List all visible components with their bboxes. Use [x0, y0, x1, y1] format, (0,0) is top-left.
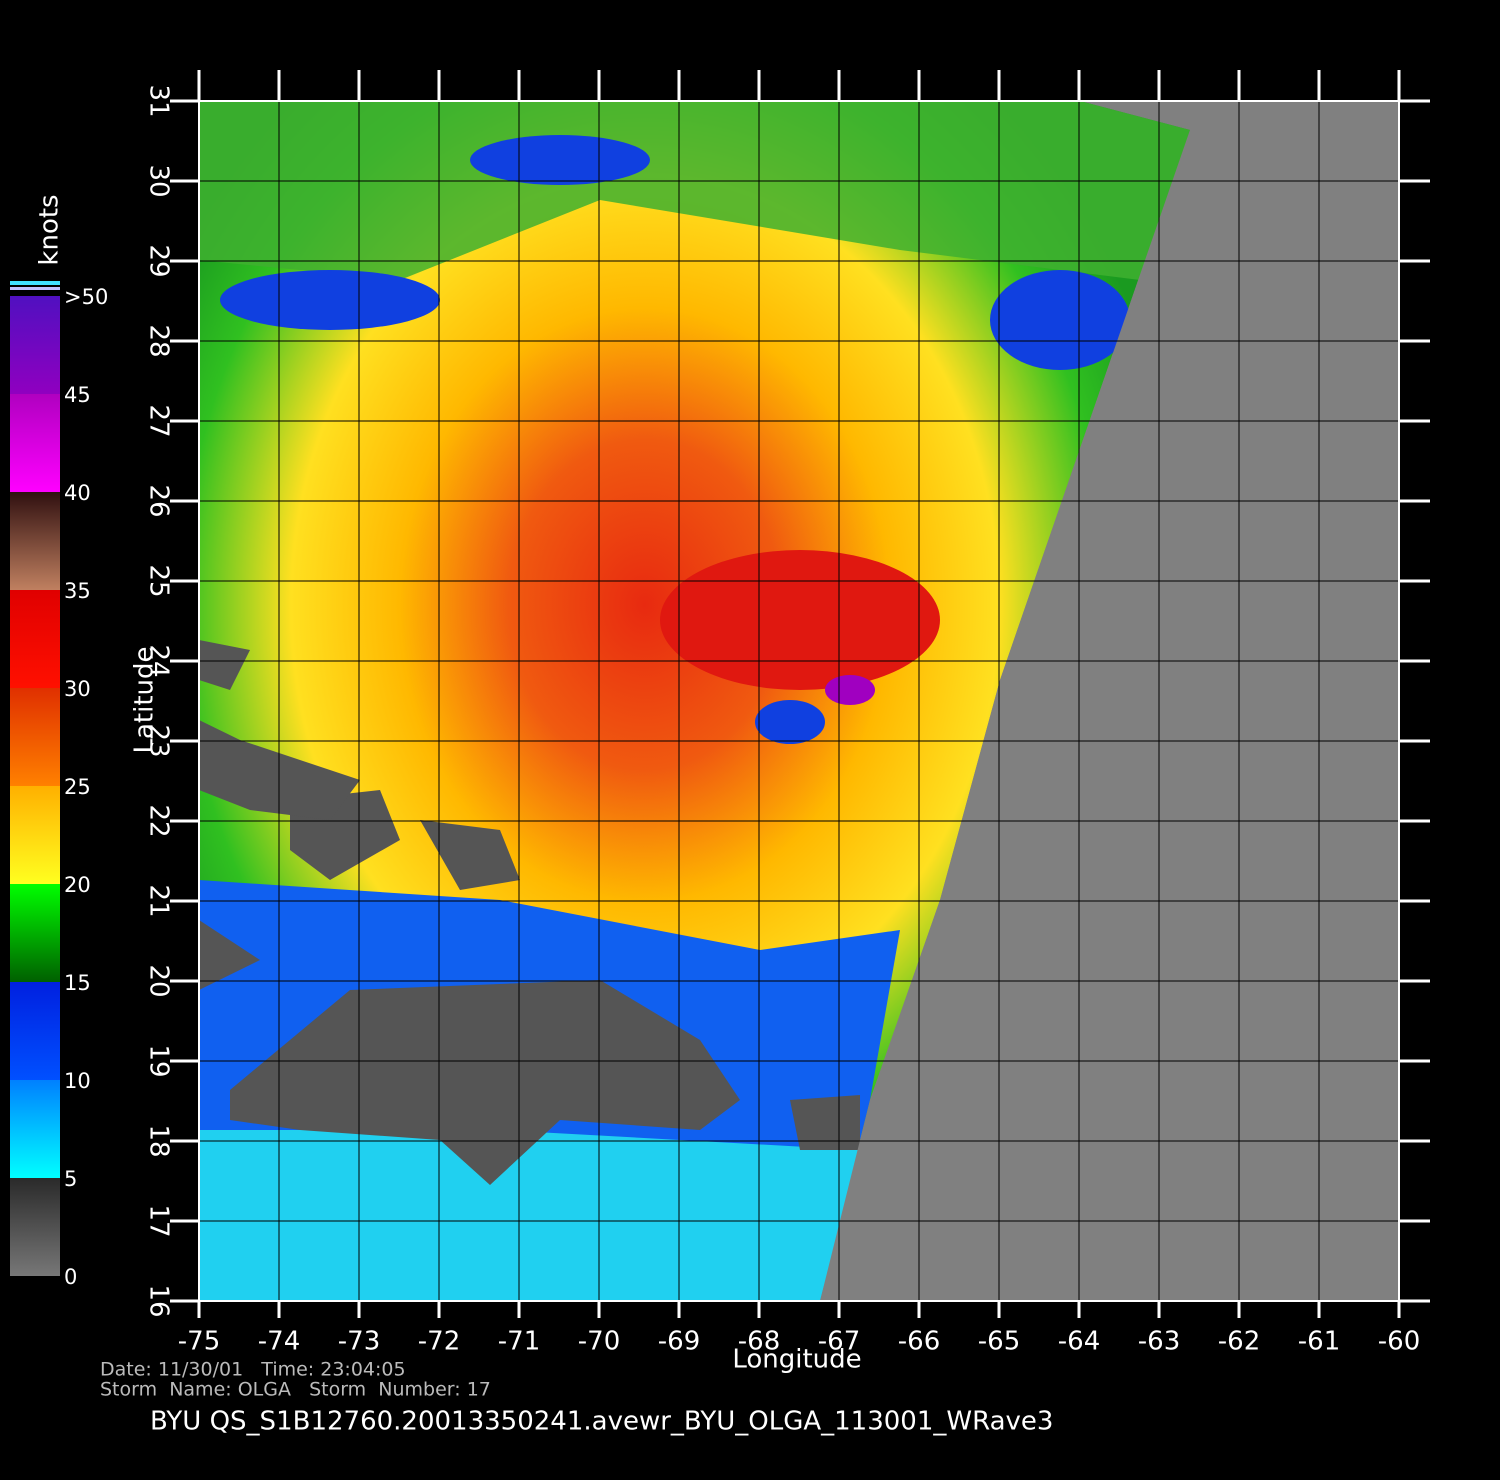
colorbar-tick-label: 30: [64, 677, 91, 701]
colorbar-tick-label: 40: [64, 481, 91, 505]
colorbar-label: knots: [35, 194, 65, 265]
y-tick-label: 20: [144, 964, 174, 997]
y-tick-label: 18: [144, 1124, 174, 1157]
x-tick-label: -63: [1138, 1327, 1180, 1357]
colorbar-cap: [10, 287, 60, 290]
y-tick-label: 31: [144, 84, 174, 117]
y-tick-label: 24: [144, 644, 174, 677]
y-tick-label: 22: [144, 804, 174, 837]
colorbar-tick-label: >50: [64, 285, 108, 309]
x-tick-label: -62: [1218, 1327, 1260, 1357]
plot-frame: [198, 100, 1400, 1302]
x-tick-label: -72: [418, 1327, 460, 1357]
x-tick-label: -67: [818, 1327, 860, 1357]
date-time: Date: 11/30/01 Time: 23:04:05: [100, 1359, 406, 1381]
colorbar: [10, 296, 60, 1276]
x-tick-label: -73: [338, 1327, 380, 1357]
y-tick-label: 19: [144, 1044, 174, 1077]
colorbar-tick-label: 5: [64, 1167, 77, 1191]
file-name: BYU QS_S1B12760.20013350241.avewr_BYU_OL…: [150, 1407, 1053, 1437]
x-tick-label: -65: [978, 1327, 1020, 1357]
y-tick-label: 25: [144, 564, 174, 597]
x-axis-label: Longitude: [732, 1345, 861, 1375]
x-tick-label: -75: [178, 1327, 220, 1357]
y-tick-label: 26: [144, 484, 174, 517]
colorbar-tick-label: 10: [64, 1069, 91, 1093]
colorbar-cap: [10, 281, 60, 285]
colorbar-tick-label: 20: [64, 873, 91, 897]
y-tick-label: 29: [144, 244, 174, 277]
colorbar-tick-label: 0: [64, 1265, 77, 1289]
y-tick-label: 23: [144, 724, 174, 757]
y-tick-label: 28: [144, 324, 174, 357]
wind-field: [199, 101, 1399, 1301]
y-tick-label: 21: [144, 884, 174, 917]
y-tick-label: 30: [144, 164, 174, 197]
y-tick-label: 27: [144, 404, 174, 437]
x-tick-label: -66: [898, 1327, 940, 1357]
y-axis-label: Latitude: [130, 646, 160, 753]
y-tick-label: 17: [144, 1204, 174, 1237]
x-tick-label: -74: [258, 1327, 300, 1357]
x-tick-label: -61: [1298, 1327, 1340, 1357]
colorbar-tick-label: 25: [64, 775, 91, 799]
x-tick-label: -68: [738, 1327, 780, 1357]
x-tick-label: -71: [498, 1327, 540, 1357]
x-tick-label: -64: [1058, 1327, 1100, 1357]
x-tick-label: -60: [1378, 1327, 1420, 1357]
colorbar-tick-label: 15: [64, 971, 91, 995]
graticule: [170, 70, 1430, 1318]
colorbar-tick-label: 35: [64, 579, 91, 603]
y-tick-label: 16: [144, 1284, 174, 1317]
colorbar-tick-label: 45: [64, 383, 91, 407]
x-tick-label: -69: [658, 1327, 700, 1357]
x-tick-label: -70: [578, 1327, 620, 1357]
storm-info: Storm Name: OLGA Storm Number: 17: [100, 1379, 491, 1401]
